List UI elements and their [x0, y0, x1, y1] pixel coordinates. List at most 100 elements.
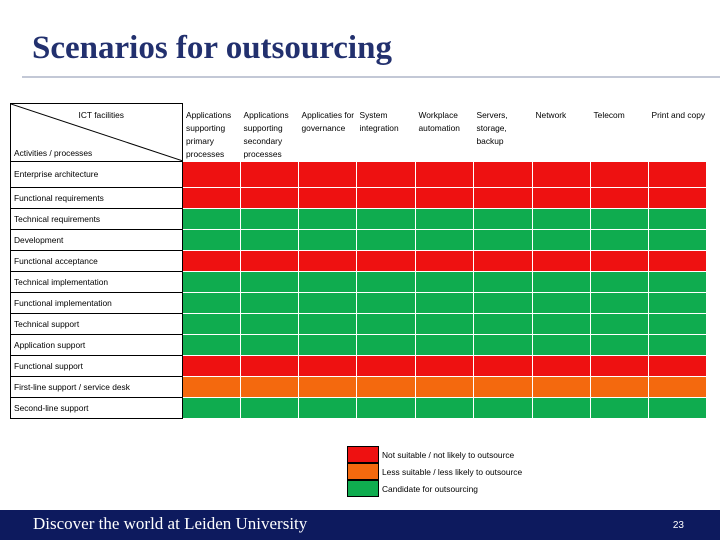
title-divider — [22, 76, 720, 78]
column-header: Workplace automation — [418, 109, 460, 133]
status-cell — [473, 186, 533, 209]
corner-diagonal — [11, 104, 183, 161]
status-cell — [648, 333, 707, 356]
row-label: Functional support — [10, 354, 183, 377]
status-cell — [356, 160, 416, 188]
legend-swatch — [347, 480, 379, 497]
matrix-row: Technical requirements — [10, 207, 707, 230]
row-label: Functional implementation — [10, 291, 183, 314]
status-cell — [648, 354, 707, 377]
row-label: Application support — [10, 333, 183, 356]
row-label: First-line support / service desk — [10, 375, 183, 398]
status-cell — [240, 186, 299, 209]
status-cell — [356, 354, 416, 377]
status-cell — [473, 375, 533, 398]
status-cell — [298, 291, 357, 314]
page-title: Scenarios for outsourcing — [32, 30, 392, 66]
status-cell — [473, 396, 533, 419]
matrix-row: Second-line support — [10, 396, 707, 419]
matrix-row: Functional requirements — [10, 186, 707, 209]
status-cell — [356, 312, 416, 335]
status-cell — [356, 396, 416, 419]
status-cell — [415, 186, 474, 209]
status-cell — [182, 375, 241, 398]
status-cell — [590, 186, 649, 209]
status-cell — [415, 396, 474, 419]
status-cell — [415, 312, 474, 335]
status-cell — [473, 160, 533, 188]
status-cell — [473, 228, 533, 251]
legend-label: Less suitable / less likely to outsource — [382, 467, 523, 477]
row-label: Enterprise architecture — [10, 160, 183, 188]
status-cell — [590, 249, 649, 272]
status-cell — [532, 396, 591, 419]
status-cell — [415, 160, 474, 188]
status-cell — [240, 270, 299, 293]
status-cell — [356, 186, 416, 209]
status-cell — [648, 396, 707, 419]
status-cell — [532, 312, 591, 335]
column-header: Applicaties for governance — [301, 109, 355, 133]
status-cell — [590, 375, 649, 398]
status-cell — [182, 396, 241, 419]
status-cell — [182, 186, 241, 209]
status-cell — [415, 291, 474, 314]
status-cell — [240, 375, 299, 398]
status-cell — [415, 333, 474, 356]
row-label: Functional acceptance — [10, 249, 183, 272]
status-cell — [415, 207, 474, 230]
status-cell — [356, 228, 416, 251]
status-cell — [240, 207, 299, 230]
column-header: Applications supporting primary processe… — [186, 109, 232, 159]
status-cell — [473, 312, 533, 335]
status-cell — [532, 228, 591, 251]
matrix-row: Functional support — [10, 354, 707, 377]
status-cell — [298, 160, 357, 188]
status-cell — [298, 312, 357, 335]
status-cell — [590, 228, 649, 251]
matrix-row: Enterprise architecture — [10, 160, 707, 188]
status-cell — [298, 186, 357, 209]
status-cell — [240, 291, 299, 314]
status-cell — [298, 354, 357, 377]
status-cell — [590, 160, 649, 188]
matrix-row: Functional implementation — [10, 291, 707, 314]
status-cell — [590, 312, 649, 335]
status-cell — [532, 186, 591, 209]
corner-cell: ICT facilities Activities / processes — [10, 103, 183, 161]
row-label: Functional requirements — [10, 186, 183, 209]
header-row: ICT facilities Activities / processes Ap… — [10, 103, 707, 161]
status-cell — [473, 249, 533, 272]
status-cell — [298, 228, 357, 251]
legend-label: Candidate for outsourcing — [382, 484, 478, 494]
status-cell — [473, 333, 533, 356]
status-cell — [240, 333, 299, 356]
status-cell — [648, 291, 707, 314]
status-cell — [648, 160, 707, 188]
matrix-row: Application support — [10, 333, 707, 356]
status-cell — [356, 249, 416, 272]
status-cell — [532, 375, 591, 398]
status-cell — [532, 333, 591, 356]
status-cell — [473, 207, 533, 230]
status-cell — [356, 333, 416, 356]
status-cell — [590, 396, 649, 419]
matrix-row: Technical support — [10, 312, 707, 335]
matrix-row: First-line support / service desk — [10, 375, 707, 398]
status-cell — [240, 312, 299, 335]
status-cell — [182, 207, 241, 230]
status-cell — [648, 207, 707, 230]
status-cell — [240, 354, 299, 377]
status-cell — [182, 354, 241, 377]
status-cell — [298, 207, 357, 230]
status-cell — [356, 375, 416, 398]
footer-text: Discover the world at Leiden University — [33, 514, 308, 533]
status-cell — [532, 354, 591, 377]
status-cell — [298, 333, 357, 356]
status-cell — [590, 207, 649, 230]
column-header: Telecom — [593, 109, 625, 120]
status-cell — [298, 249, 357, 272]
status-cell — [182, 333, 241, 356]
status-cell — [415, 375, 474, 398]
status-cell — [532, 160, 591, 188]
